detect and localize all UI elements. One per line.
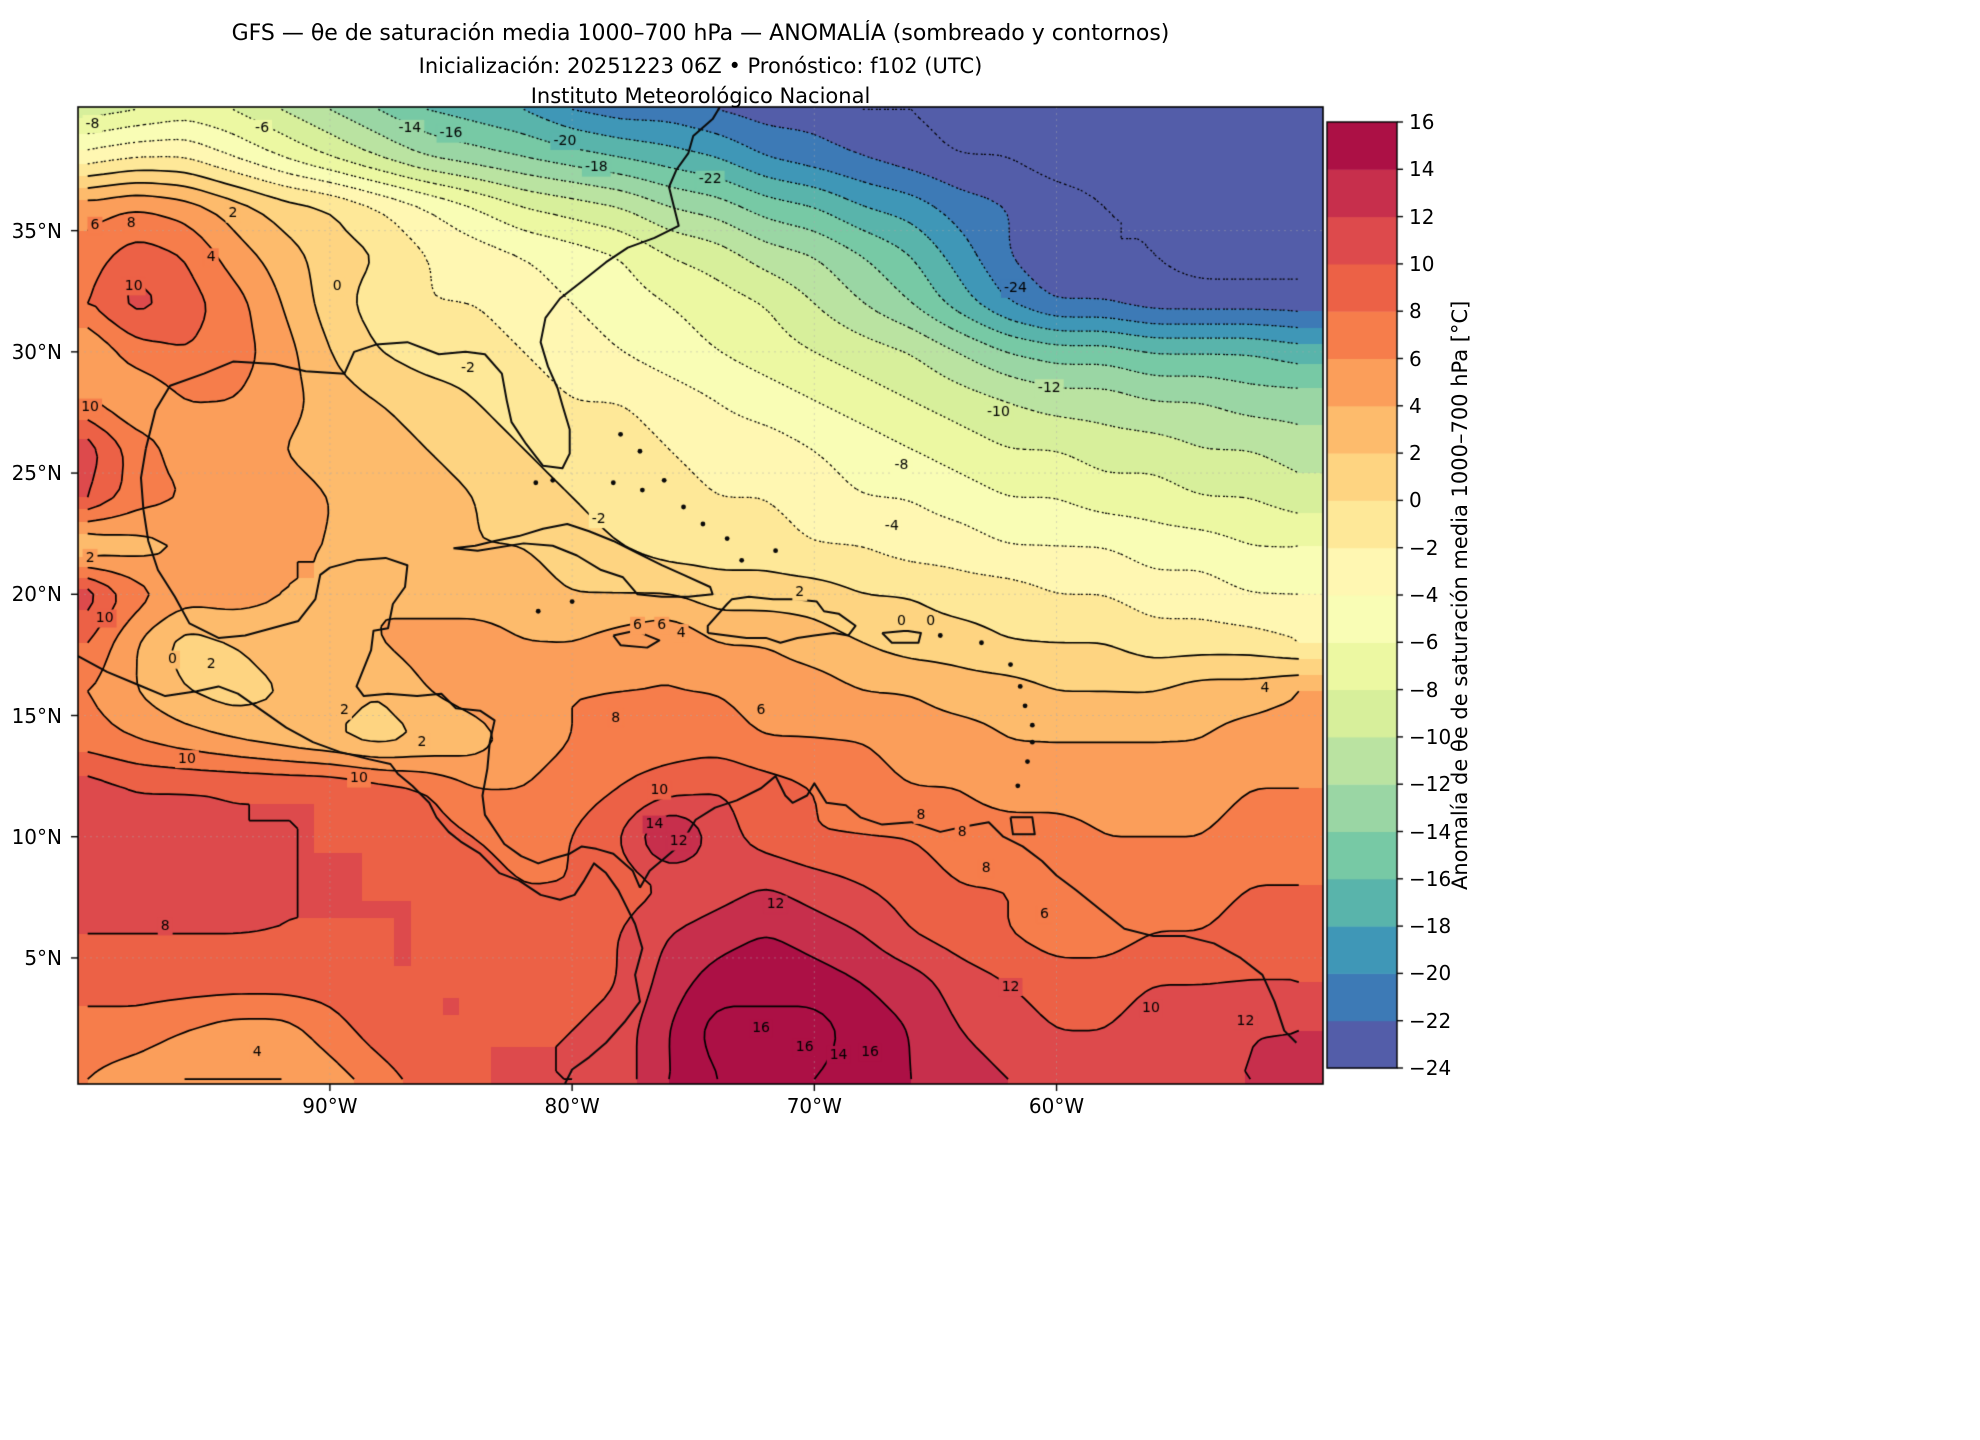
colorbar-tick-labels: 16 14 12 10 8 6 4 2 0 −2 −4 −6 −8 −10 −12 −14 −16 −18 −20 −…	[1409, 0, 1489, 1440]
colorbar-tick-label: −8	[1409, 677, 1439, 702]
y-tick-label: 15°N	[11, 703, 62, 728]
colorbar-tick-label: −14	[1409, 819, 1452, 844]
colorbar-tick-label: −20	[1409, 961, 1452, 986]
y-tick-label: 10°N	[11, 824, 62, 849]
colorbar-tick-label: 16	[1409, 110, 1435, 134]
colorbar-tick-label: −10	[1409, 724, 1452, 749]
y-tick-label: 5°N	[24, 945, 62, 970]
colorbar-tick-label: −12	[1409, 772, 1452, 797]
colorbar-axis-label: Anomalía de θe de saturación media 1000–…	[1448, 300, 1472, 890]
colorbar-tick-label: 10	[1409, 251, 1435, 276]
x-tick-label: 70°W	[786, 1094, 842, 1118]
colorbar-tick-label: −16	[1409, 866, 1452, 891]
colorbar-tick-label: −18	[1409, 914, 1452, 939]
chart-institution: Instituto Meteorológico Nacional	[530, 83, 871, 108]
x-tick-label: 60°W	[1028, 1094, 1085, 1118]
colorbar-tick-label: 12	[1409, 204, 1435, 229]
y-axis-tick-labels: 35°N 30°N 25°N 20°N 15°N 10°N 5°N	[0, 0, 70, 1440]
y-tick-label: 20°N	[11, 582, 62, 607]
colorbar-tick-label: −24	[1409, 1056, 1452, 1080]
colorbar-tick-label: 14	[1409, 157, 1435, 182]
title-block: GFS — θe de saturación media 1000–700 hP…	[78, 20, 1323, 110]
colorbar-tick-label: 2	[1409, 441, 1422, 466]
colorbar-tick-label: −2	[1409, 535, 1439, 560]
colorbar-tick-label: −4	[1409, 583, 1439, 607]
y-tick-label: 25°N	[11, 461, 62, 486]
colorbar-tick-label: 0	[1409, 488, 1422, 513]
colorbar-tick-label: −6	[1409, 630, 1439, 655]
chart-subtitle: Inicialización: 20251223 06Z • Pronóstic…	[418, 53, 983, 78]
x-tick-label: 80°W	[544, 1094, 600, 1118]
x-axis-tick-labels: 90°W 80°W 70°W 60°W	[0, 1094, 1980, 1124]
colorbar-tick-label: −22	[1409, 1008, 1452, 1033]
y-tick-label: 30°N	[11, 339, 62, 364]
colorbar-tick-label: 8	[1409, 299, 1422, 324]
colorbar-tick-label: 4	[1409, 393, 1422, 418]
colorbar-tick-label: 6	[1409, 346, 1422, 371]
chart-title: GFS — θe de saturación media 1000–700 hP…	[231, 21, 1170, 46]
x-tick-label: 90°W	[302, 1094, 358, 1118]
y-tick-label: 35°N	[11, 218, 62, 243]
